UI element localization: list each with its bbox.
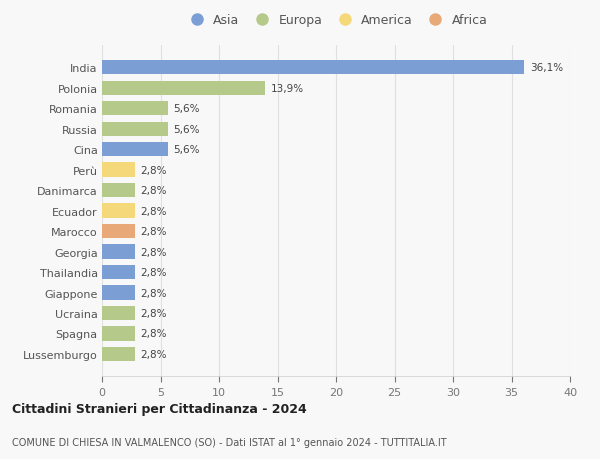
Text: Cittadini Stranieri per Cittadinanza - 2024: Cittadini Stranieri per Cittadinanza - 2… — [12, 403, 307, 415]
Text: 2,8%: 2,8% — [140, 165, 167, 175]
Text: 2,8%: 2,8% — [140, 308, 167, 319]
Bar — [102, 163, 135, 178]
Text: 5,6%: 5,6% — [173, 145, 200, 155]
Text: 5,6%: 5,6% — [173, 104, 200, 114]
Text: 2,8%: 2,8% — [140, 247, 167, 257]
Text: 5,6%: 5,6% — [173, 124, 200, 134]
Text: 2,8%: 2,8% — [140, 288, 167, 298]
Bar — [102, 204, 135, 218]
Bar — [102, 245, 135, 259]
Bar — [102, 61, 524, 75]
Bar — [102, 184, 135, 198]
Text: COMUNE DI CHIESA IN VALMALENCO (SO) - Dati ISTAT al 1° gennaio 2024 - TUTTITALIA: COMUNE DI CHIESA IN VALMALENCO (SO) - Da… — [12, 437, 446, 448]
Bar — [102, 306, 135, 320]
Bar — [102, 347, 135, 361]
Bar — [102, 286, 135, 300]
Text: 13,9%: 13,9% — [271, 84, 304, 94]
Bar — [102, 265, 135, 280]
Bar — [102, 102, 167, 116]
Text: 2,8%: 2,8% — [140, 186, 167, 196]
Text: 2,8%: 2,8% — [140, 329, 167, 339]
Text: 2,8%: 2,8% — [140, 227, 167, 236]
Text: 2,8%: 2,8% — [140, 349, 167, 359]
Text: 2,8%: 2,8% — [140, 206, 167, 216]
Text: 36,1%: 36,1% — [530, 63, 563, 73]
Bar — [102, 224, 135, 239]
Bar — [102, 122, 167, 136]
Bar — [102, 143, 167, 157]
Text: 2,8%: 2,8% — [140, 268, 167, 277]
Bar — [102, 327, 135, 341]
Bar — [102, 81, 265, 95]
Legend: Asia, Europa, America, Africa: Asia, Europa, America, Africa — [179, 9, 493, 32]
